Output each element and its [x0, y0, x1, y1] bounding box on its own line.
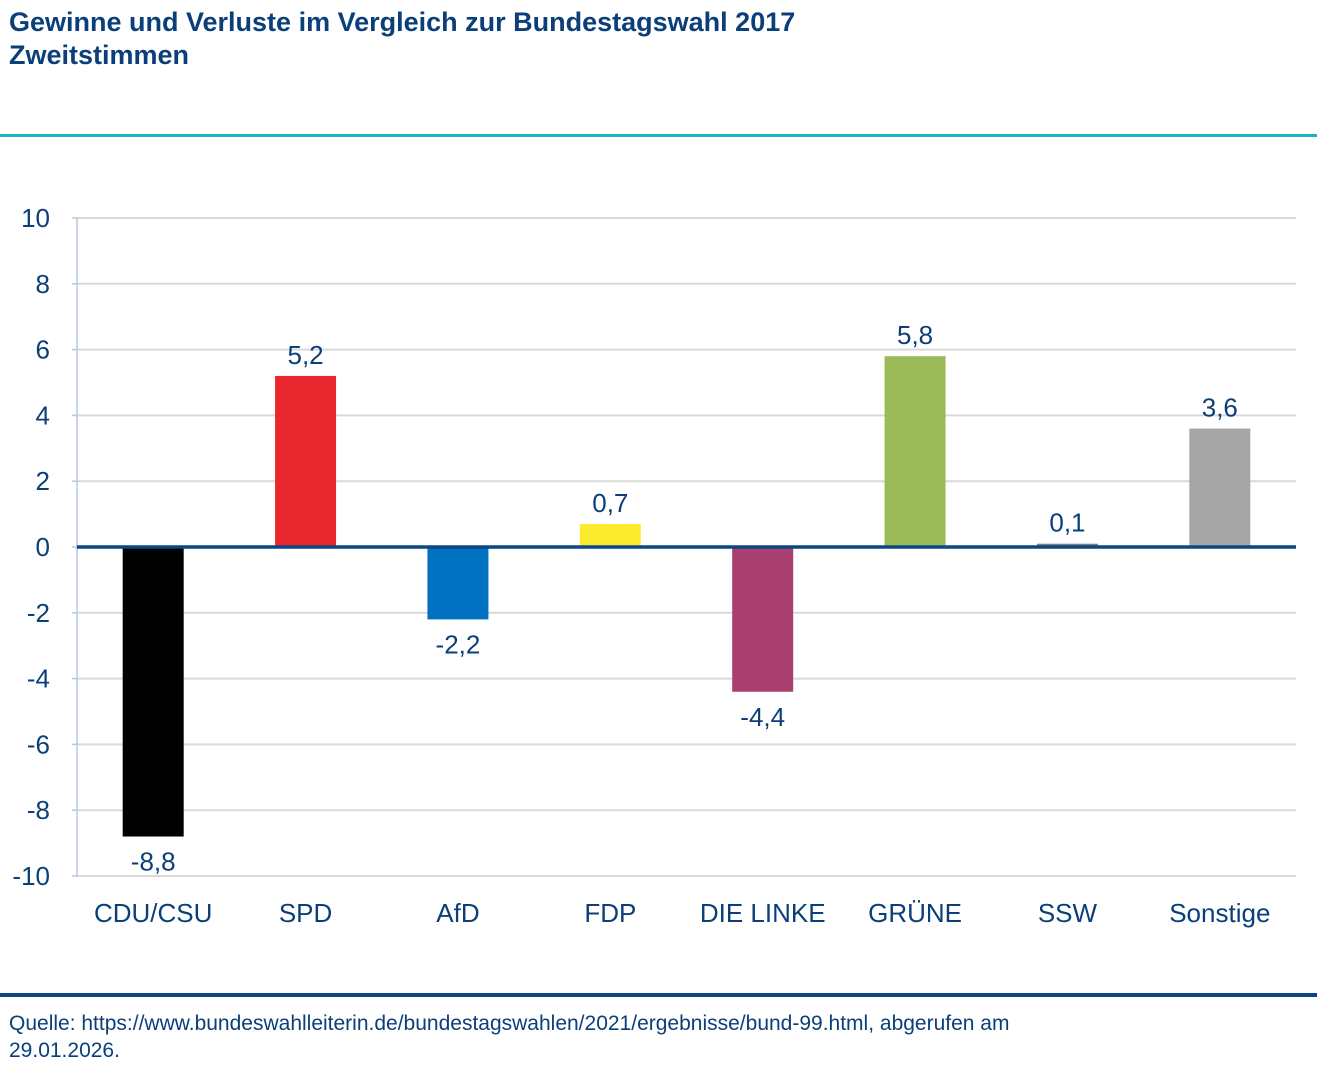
y-tick-label: -2 — [27, 598, 50, 628]
x-tick-label: FDP — [584, 898, 636, 928]
x-tick-label: SSW — [1038, 898, 1098, 928]
bar-spd — [275, 375, 337, 547]
bottom-divider — [0, 993, 1317, 997]
data-label: -4,4 — [740, 702, 785, 732]
data-label: 5,8 — [897, 320, 933, 350]
x-tick-label: SPD — [279, 898, 332, 928]
data-label: 3,6 — [1202, 393, 1238, 423]
y-tick-label: -4 — [27, 664, 50, 694]
source-line-1: Quelle: https://www.bundeswahlleiterin.d… — [9, 1012, 1010, 1035]
data-label: 0,1 — [1049, 508, 1085, 538]
chart-title: Gewinne und Verluste im Vergleich zur Bu… — [9, 6, 795, 72]
bar-grüne — [884, 356, 946, 547]
x-tick-label: AfD — [436, 898, 479, 928]
axes — [72, 217, 1296, 877]
data-label: 0,7 — [592, 488, 628, 518]
x-tick-label: CDU/CSU — [94, 898, 212, 928]
y-tick-label: 0 — [36, 532, 50, 562]
y-tick-label: 6 — [36, 335, 50, 365]
bar-chart: 10 8 6 4 2 0 -2 -4 -6 -8 -10 -8,8 CDU/CSU 5,2 SPD -2,2 A… — [12, 203, 1296, 928]
top-divider — [0, 134, 1317, 137]
y-tick-label: -8 — [27, 795, 50, 825]
source-line-2: 29.01.2026. — [9, 1039, 120, 1062]
bar-die-linke — [732, 547, 794, 692]
bar-afd — [427, 547, 489, 620]
x-tick-label: GRÜNE — [868, 898, 962, 928]
chart-subtitle: Zweitstimmen — [9, 40, 190, 70]
bar-sonstige — [1189, 428, 1251, 547]
data-label: -8,8 — [131, 847, 176, 877]
source-note: Quelle: https://www.bundeswahlleiterin.d… — [9, 1010, 1009, 1064]
gridlines — [77, 217, 1296, 877]
bar-cdu-csu — [122, 547, 184, 837]
y-tick-label: -6 — [27, 729, 50, 759]
y-tick-label: 4 — [36, 400, 50, 430]
bars — [122, 356, 1251, 837]
bar-fdp — [579, 523, 641, 547]
y-tick-label: 8 — [36, 269, 50, 299]
x-tick-label: DIE LINKE — [700, 898, 826, 928]
labels: 10 8 6 4 2 0 -2 -4 -6 -8 -10 -8,8 CDU/CSU 5,2 SPD -2,2 A… — [12, 203, 1270, 928]
chart-title-line1: Gewinne und Verluste im Vergleich zur Bu… — [9, 7, 796, 37]
data-label: 5,2 — [287, 340, 323, 370]
data-label: -2,2 — [436, 629, 481, 659]
x-tick-label: Sonstige — [1169, 898, 1270, 928]
y-tick-label: -10 — [12, 861, 50, 891]
y-tick-label: 10 — [21, 203, 50, 233]
y-tick-label: 2 — [36, 466, 50, 496]
